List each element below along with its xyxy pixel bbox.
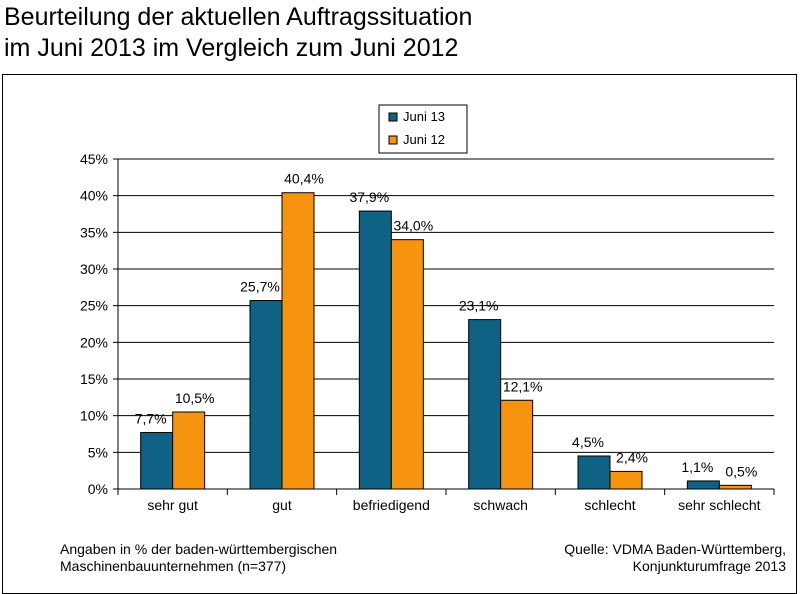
footnote-line2: Maschinenbauunternehmen (n=377)	[60, 558, 287, 574]
y-tick-label: 35%	[80, 224, 108, 240]
x-tick-label: sehr schlecht	[678, 497, 761, 513]
y-tick-label: 20%	[80, 334, 108, 350]
bar-juni12	[609, 470, 643, 490]
data-label: 0,5%	[725, 463, 757, 479]
chart-title-line2: im Juni 2013 im Vergleich zum Juni 2012	[4, 34, 459, 62]
data-labels: 7,7% 10,5% 25,7% 40,4% 37,9%34,0% 23,1% 12,1% 4…	[135, 171, 758, 480]
source-line1: Quelle: VDMA Baden-Württemberg,	[564, 541, 786, 557]
data-label: 40,4%	[284, 171, 324, 187]
x-tick-label: gut	[272, 497, 292, 513]
y-tick-label: 25%	[80, 298, 108, 314]
y-tick-label: 5%	[88, 444, 108, 460]
y-tick-label: 40%	[80, 188, 108, 204]
bar-juni12	[281, 192, 315, 490]
data-label: 4,5%	[572, 434, 604, 450]
bar-juni13	[577, 455, 611, 490]
data-label: 1,1%	[681, 459, 713, 475]
x-tick-label: schwach	[473, 497, 527, 513]
y-tick-label: 0%	[88, 481, 108, 497]
y-tick-label: 10%	[80, 408, 108, 424]
y-tick-label: 15%	[80, 371, 108, 387]
source-line2: Konjunkturumfrage 2013	[632, 558, 786, 574]
legend-label: Juni 13	[403, 109, 445, 124]
footnote: Angaben in % der baden-württembergischen…	[60, 541, 337, 575]
chart-title: Beurteilung der aktuellen Auftragssituat…	[4, 2, 472, 64]
bar-juni12	[172, 411, 206, 490]
data-label: 2,4%	[616, 449, 648, 465]
bar-juni12	[500, 399, 534, 490]
y-axis: 0% 5% 10% 15% 20% 25% 30% 35% 40% 45%	[80, 151, 119, 497]
legend: Juni 13 Juni 12	[378, 104, 468, 154]
data-label: 23,1%	[459, 298, 499, 314]
bar-juni13	[686, 480, 720, 490]
x-axis: sehr gut gut befriedigend schwach schlecht se…	[117, 488, 775, 513]
source-note: Quelle: VDMA Baden-Württemberg, Konjunkt…	[564, 541, 786, 575]
data-label: 7,7%	[135, 411, 167, 427]
data-label: 34,0%	[393, 218, 433, 234]
bar-juni12	[718, 484, 752, 490]
bar-juni12	[390, 239, 424, 490]
bar-juni13	[468, 319, 502, 490]
bar-juni13	[358, 210, 392, 490]
x-tick-label: sehr gut	[147, 497, 198, 513]
legend-swatch-juni12	[388, 135, 398, 145]
data-label: 10,5%	[175, 390, 215, 406]
bar-chart: 0% 5% 10% 15% 20% 25% 30% 35% 40% 45% 7,7% 10,5% 25…	[80, 104, 775, 513]
footnote-line1: Angaben in % der baden-württembergischen	[60, 541, 338, 557]
data-label: 37,9%	[349, 189, 389, 205]
chart-title-line1: Beurteilung der aktuellen Auftragssituat…	[4, 3, 473, 31]
legend-label: Juni 12	[403, 132, 445, 147]
bar-juni13	[249, 300, 283, 490]
y-tick-label: 30%	[80, 261, 108, 277]
x-tick-label: befriedigend	[353, 497, 430, 513]
data-label: 25,7%	[240, 279, 280, 295]
legend-swatch-juni13	[388, 112, 398, 122]
bar-juni13	[140, 432, 174, 490]
data-label: 12,1%	[503, 378, 543, 394]
x-tick-label: schlecht	[584, 497, 635, 513]
bars	[140, 192, 752, 490]
y-tick-label: 45%	[80, 151, 108, 167]
gridlines	[118, 158, 774, 453]
